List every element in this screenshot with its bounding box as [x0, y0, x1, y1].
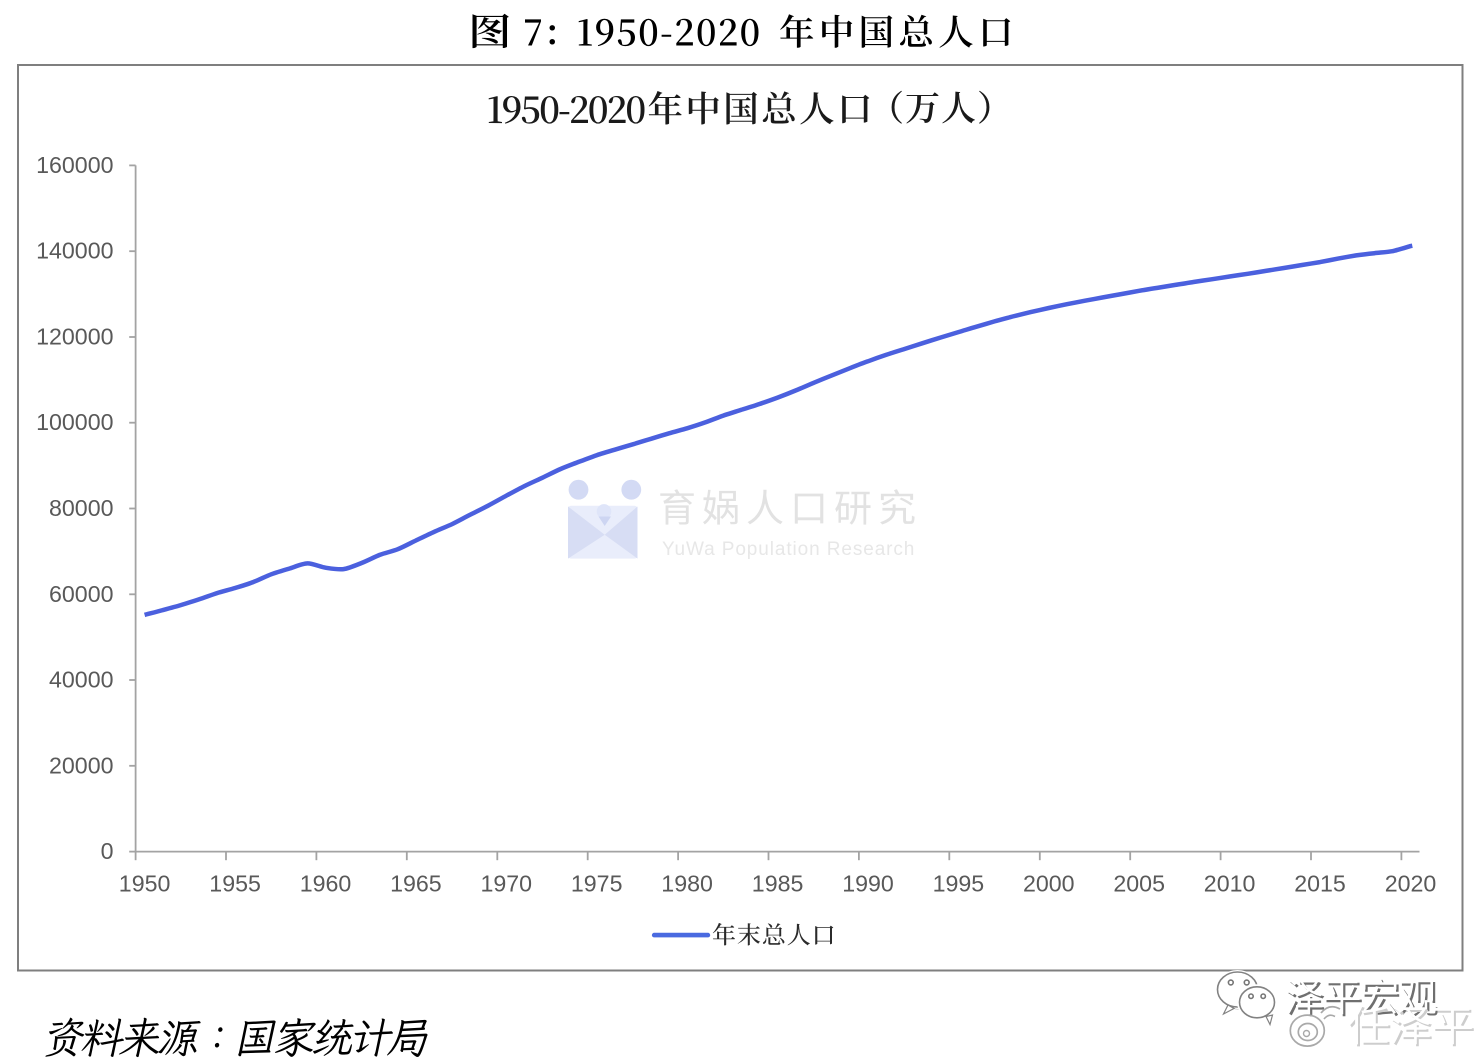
svg-text:1975: 1975 — [571, 871, 623, 897]
svg-text:160000: 160000 — [36, 152, 113, 178]
svg-text:80000: 80000 — [49, 495, 113, 521]
svg-text:1965: 1965 — [390, 871, 442, 897]
svg-text:1995: 1995 — [933, 871, 985, 897]
svg-text:1960: 1960 — [300, 871, 352, 897]
svg-text:1980: 1980 — [661, 871, 713, 897]
svg-text:60000: 60000 — [49, 581, 113, 607]
svg-text:YuWa Population Research: YuWa Population Research — [662, 539, 915, 560]
svg-text:120000: 120000 — [36, 324, 113, 350]
svg-text:2020: 2020 — [1385, 871, 1437, 897]
svg-text:1955: 1955 — [209, 871, 261, 897]
svg-text:2015: 2015 — [1294, 871, 1346, 897]
svg-text:40000: 40000 — [49, 667, 113, 693]
svg-text:100000: 100000 — [36, 409, 113, 435]
svg-text:1985: 1985 — [752, 871, 804, 897]
svg-text:2010: 2010 — [1204, 871, 1256, 897]
svg-text:2005: 2005 — [1113, 871, 1165, 897]
svg-text:1950: 1950 — [119, 871, 171, 897]
svg-text:0: 0 — [101, 838, 114, 864]
svg-text:20000: 20000 — [49, 752, 113, 778]
svg-text:1970: 1970 — [481, 871, 533, 897]
svg-text:140000: 140000 — [36, 238, 113, 264]
svg-text:2000: 2000 — [1023, 871, 1075, 897]
svg-text:1990: 1990 — [842, 871, 894, 897]
